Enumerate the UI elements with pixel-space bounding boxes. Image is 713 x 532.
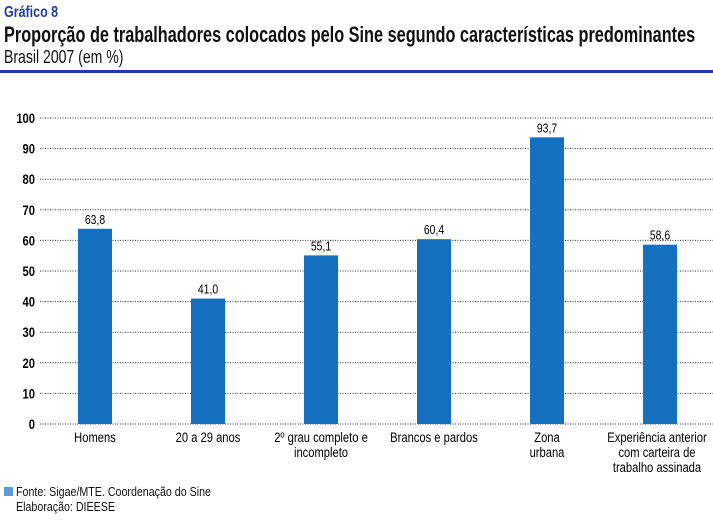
x-tick-label: 20 a 29 anos [176, 430, 241, 445]
y-tick-label: 30 [23, 325, 35, 340]
data-label: 55,1 [311, 239, 331, 253]
x-tick-label: Experiência anterior [607, 430, 706, 445]
y-tick-label: 20 [23, 356, 35, 371]
chart-title: Proporção de trabalhadores colocados pel… [4, 22, 696, 47]
x-tick-label: 2º grau completo e [274, 430, 368, 445]
x-tick-label: urbana [530, 445, 566, 460]
x-tick-label: Brancos e pardos [390, 430, 478, 445]
x-tick-label: Zona [534, 430, 560, 445]
elaboration-note: Elaboração: DIEESE [16, 499, 115, 514]
y-tick-label: 50 [23, 264, 35, 279]
y-tick-label: 70 [23, 203, 35, 218]
bar-chart: 0 10 20 30 40 50 60 70 80 90 100 63,8 Homens 41,0 20 a… [16, 111, 713, 475]
x-tick-label: trabalho assinada [613, 460, 702, 475]
bar [417, 239, 451, 424]
y-tick-label: 10 [23, 386, 35, 401]
data-label: 60,4 [424, 223, 445, 237]
y-tick-label: 0 [29, 417, 35, 432]
data-label: 41,0 [198, 282, 219, 296]
y-tick-label: 100 [16, 111, 35, 126]
y-tick-label: 60 [23, 233, 35, 248]
x-tick-label: Homens [74, 430, 116, 445]
x-tick-label: com carteira de [618, 445, 695, 460]
y-tick-label: 80 [23, 172, 35, 187]
bar [78, 228, 112, 424]
title-divider [0, 70, 713, 73]
bar [530, 137, 564, 424]
bar [643, 244, 677, 424]
data-label: 63,8 [85, 213, 106, 227]
legend-swatch [4, 487, 13, 496]
y-tick-label: 40 [23, 294, 35, 309]
x-tick-label: incompleto [294, 445, 348, 460]
y-tick-label: 90 [23, 141, 35, 156]
chart-subtitle: Brasil 2007 (em %) [4, 47, 124, 67]
data-label: 58,6 [650, 229, 671, 243]
data-label: 93,7 [537, 121, 557, 135]
source-note: Fonte: Sigae/MTE. Coordenação do Sine [16, 484, 211, 499]
bar [191, 298, 225, 424]
bar [304, 255, 338, 424]
chart-kicker: Gráfico 8 [4, 4, 59, 21]
